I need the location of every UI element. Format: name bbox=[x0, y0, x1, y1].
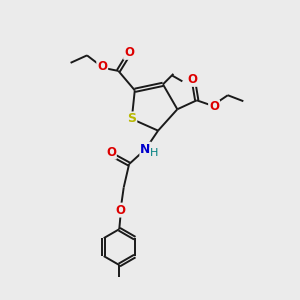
Text: O: O bbox=[106, 146, 116, 159]
Text: N: N bbox=[140, 143, 151, 156]
Text: S: S bbox=[127, 112, 136, 125]
Text: O: O bbox=[115, 204, 125, 217]
Text: H: H bbox=[150, 148, 158, 158]
Text: O: O bbox=[187, 73, 197, 86]
Text: O: O bbox=[124, 46, 134, 59]
Text: O: O bbox=[209, 100, 219, 113]
Text: O: O bbox=[97, 60, 107, 73]
